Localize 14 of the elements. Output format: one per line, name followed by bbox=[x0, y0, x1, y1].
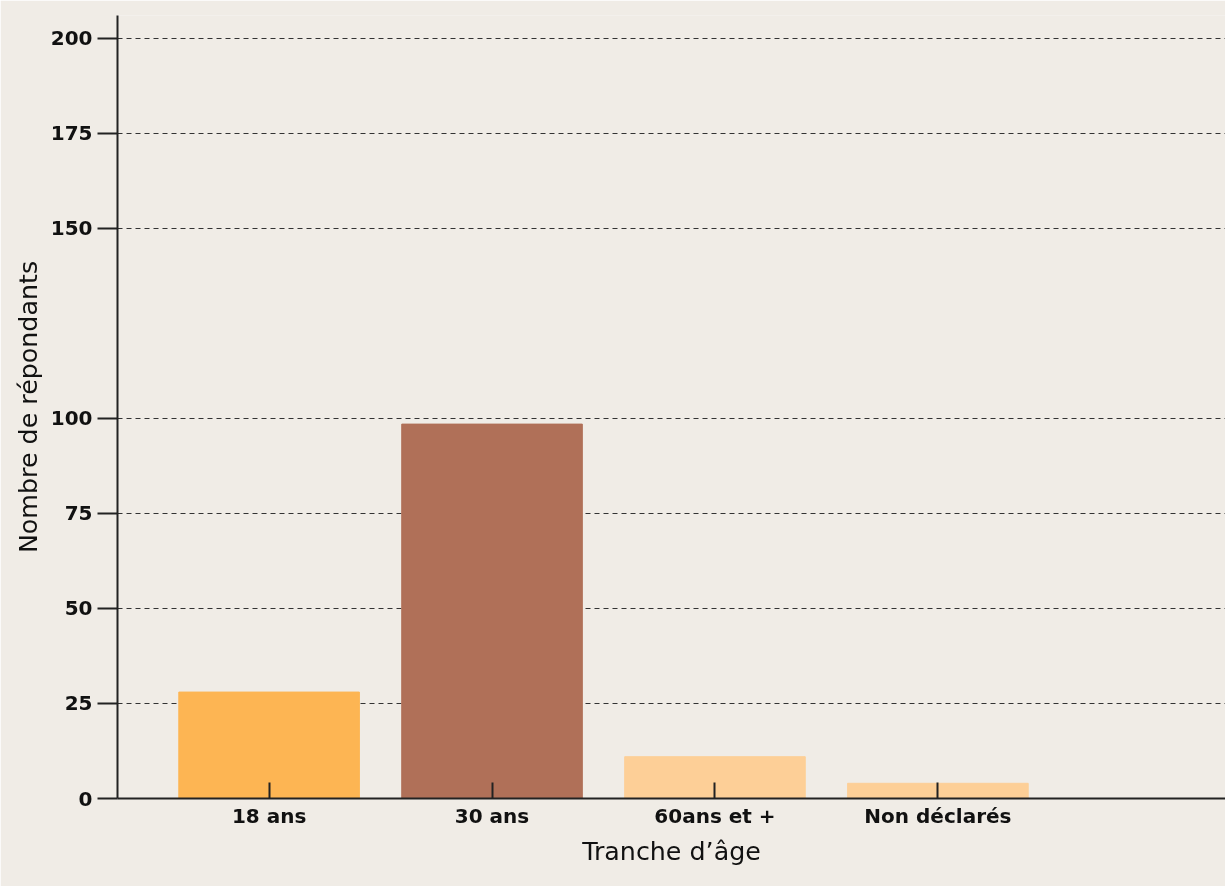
y-tick-label: 50 bbox=[64, 596, 93, 621]
y-tick-label: 150 bbox=[50, 216, 93, 241]
y-tick-label: 175 bbox=[50, 121, 93, 146]
x-tick-label: 60ans et + bbox=[654, 803, 776, 828]
y-tick-label: 200 bbox=[50, 26, 93, 51]
x-tick-label: Non déclarés bbox=[864, 803, 1012, 828]
x-axis-title: Tranche d’âge bbox=[581, 835, 761, 866]
x-tick-label: 18 ans bbox=[231, 803, 307, 828]
y-tick-label: 25 bbox=[64, 691, 93, 716]
y-tick-label: 100 bbox=[50, 406, 93, 431]
y-tick-label: 75 bbox=[64, 501, 93, 526]
y-tick-label: 0 bbox=[78, 786, 93, 811]
x-tick-label: 30 ans bbox=[454, 803, 530, 828]
y-axis-title: Nombre de répondants bbox=[12, 260, 43, 554]
